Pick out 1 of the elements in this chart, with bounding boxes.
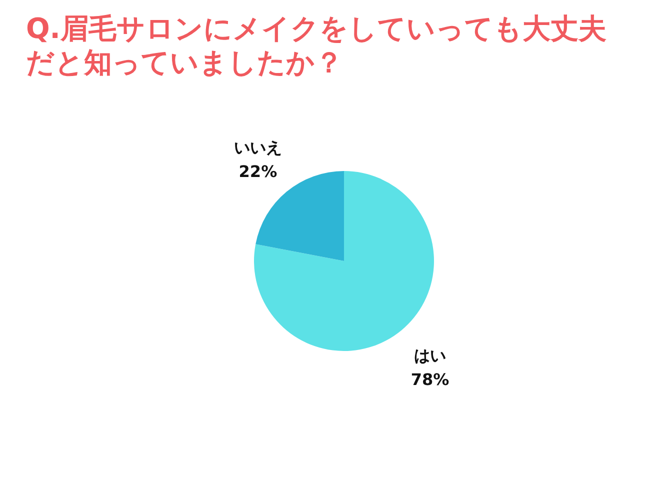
title: Q.眉毛サロンにメイクをしていっても大丈夫だと知っていましたか？ [26,12,608,80]
